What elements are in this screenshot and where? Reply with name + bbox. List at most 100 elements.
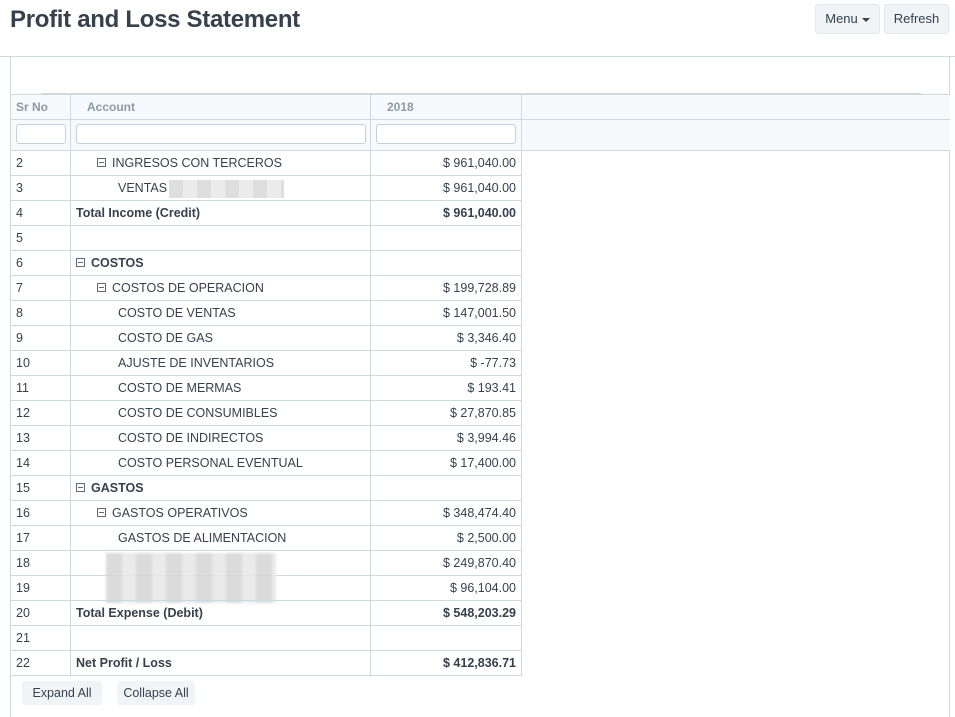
amount-cell: $ 147,001.50 (371, 301, 522, 325)
sr-no-cell: 10 (11, 351, 71, 375)
amount-cell: $ 17,400.00 (371, 451, 522, 475)
table-row[interactable]: 10 AJUSTE DE INVENTARIOS $ -77.73 (11, 351, 522, 376)
account-label: Total Expense (Debit) (76, 606, 203, 620)
sr-no-cell: 7 (11, 276, 71, 300)
amount-cell: $ 96,104.00 (371, 576, 522, 600)
account-label: GASTOS (91, 481, 144, 495)
filter-input-sr-no[interactable] (16, 124, 66, 144)
account-label: Net Profit / Loss (76, 656, 172, 670)
account-label: COSTO DE MERMAS (118, 381, 242, 395)
collapse-toggle-icon[interactable] (76, 258, 85, 268)
account-cell: INGRESOS CON TERCEROS (71, 151, 371, 175)
amount-cell: $ 199,728.89 (371, 276, 522, 300)
account-cell: Total Expense (Debit) (71, 601, 371, 625)
sr-no-cell: 14 (11, 451, 71, 475)
sr-no-cell: 11 (11, 376, 71, 400)
account-cell: COSTO DE CONSUMIBLES (71, 401, 371, 425)
table-row[interactable]: 22 Net Profit / Loss $ 412,836.71 (11, 651, 522, 676)
account-cell: COSTO DE MERMAS (71, 376, 371, 400)
filter-input-account[interactable] (76, 124, 366, 144)
sr-no-cell: 5 (11, 226, 71, 250)
table-row[interactable]: 4 Total Income (Credit) $ 961,040.00 (11, 201, 522, 226)
grid-body: 2 INGRESOS CON TERCEROS $ 961,040.00 3 VENTA… (11, 151, 522, 676)
account-cell (71, 576, 371, 600)
amount-cell: $ 193.41 (371, 376, 522, 400)
table-row[interactable]: 8 COSTO DE VENTAS $ 147,001.50 (11, 301, 522, 326)
table-row[interactable]: 2 INGRESOS CON TERCEROS $ 961,040.00 (11, 151, 522, 176)
table-row[interactable]: 3 VENTAS $ 961,040.00 (11, 176, 522, 201)
amount-cell: $ -77.73 (371, 351, 522, 375)
amount-cell: $ 961,040.00 (371, 176, 522, 200)
account-cell: AJUSTE DE INVENTARIOS (71, 351, 371, 375)
account-cell (71, 626, 371, 650)
amount-cell: $ 27,870.85 (371, 401, 522, 425)
account-label: AJUSTE DE INVENTARIOS (118, 356, 275, 370)
table-row[interactable]: 11 COSTO DE MERMAS $ 193.41 (11, 376, 522, 401)
table-row[interactable]: 17 GASTOS DE ALIMENTACION $ 2,500.00 (11, 526, 522, 551)
table-row[interactable]: 7 COSTOS DE OPERACION $ 199,728.89 (11, 276, 522, 301)
table-row[interactable]: 6 COSTOS (11, 251, 522, 276)
account-label: GASTOS DE ALIMENTACION (118, 531, 287, 545)
table-row[interactable]: 16 GASTOS OPERATIVOS $ 348,474.40 (11, 501, 522, 526)
filter-cell-account (71, 120, 371, 150)
sr-no-cell: 17 (11, 526, 71, 550)
account-cell (71, 551, 371, 575)
sr-no-cell: 21 (11, 626, 71, 650)
table-row[interactable]: 20 Total Expense (Debit) $ 548,203.29 (11, 601, 522, 626)
table-row[interactable]: 21 (11, 626, 522, 651)
account-label: GASTOS OPERATIVOS (112, 506, 248, 520)
expand-all-button[interactable]: Expand All (22, 681, 102, 705)
redacted-text (106, 553, 276, 603)
menu-button-label: Menu (825, 11, 858, 26)
account-label: COSTO DE VENTAS (118, 306, 236, 320)
account-cell: GASTOS DE ALIMENTACION (71, 526, 371, 550)
account-cell (71, 226, 371, 250)
account-label: COSTO DE INDIRECTOS (118, 431, 264, 445)
page-header: Profit and Loss Statement Menu Refresh (0, 0, 955, 57)
table-row[interactable]: 18 $ 249,870.40 (11, 551, 522, 603)
grid-header: Sr No Account 2018 (11, 94, 950, 120)
collapse-toggle-icon[interactable] (97, 508, 106, 518)
table-row[interactable]: 19 $ 96,104.00 (11, 576, 522, 601)
account-cell: COSTO DE VENTAS (71, 301, 371, 325)
amount-cell: $ 249,870.40 (371, 551, 522, 575)
account-label: VENTAS (118, 181, 168, 195)
sr-no-cell: 3 (11, 176, 71, 200)
table-row[interactable]: 9 COSTO DE GAS $ 3,346.40 (11, 326, 522, 351)
amount-cell: $ 548,203.29 (371, 601, 522, 625)
sr-no-cell: 16 (11, 501, 71, 525)
collapse-toggle-icon[interactable] (76, 483, 85, 493)
collapse-all-button[interactable]: Collapse All (117, 681, 195, 705)
column-header-account[interactable]: Account (71, 95, 371, 119)
table-row[interactable]: 12 COSTO DE CONSUMIBLES $ 27,870.85 (11, 401, 522, 426)
divider (41, 93, 921, 94)
column-header-sr-no[interactable]: Sr No (11, 95, 71, 119)
sr-no-cell: 19 (11, 576, 71, 600)
filter-input-2018[interactable] (376, 124, 516, 144)
column-header-2018[interactable]: 2018 (371, 95, 522, 119)
account-cell: GASTOS (71, 476, 371, 500)
amount-cell: $ 3,346.40 (371, 326, 522, 350)
sr-no-cell: 8 (11, 301, 71, 325)
sr-no-cell: 12 (11, 401, 71, 425)
sr-no-cell: 20 (11, 601, 71, 625)
account-cell: GASTOS OPERATIVOS (71, 501, 371, 525)
amount-cell: $ 2,500.00 (371, 526, 522, 550)
amount-cell: $ 961,040.00 (371, 201, 522, 225)
sr-no-cell: 15 (11, 476, 71, 500)
table-row[interactable]: 5 (11, 226, 522, 251)
account-cell: Total Income (Credit) (71, 201, 371, 225)
sr-no-cell: 22 (11, 651, 71, 675)
menu-button[interactable]: Menu (815, 4, 880, 34)
collapse-toggle-icon[interactable] (97, 158, 106, 168)
amount-cell: $ 412,836.71 (371, 651, 522, 675)
account-label: COSTO PERSONAL EVENTUAL (118, 456, 303, 470)
table-row[interactable]: 14 COSTO PERSONAL EVENTUAL $ 17,400.00 (11, 451, 522, 476)
table-row[interactable]: 15 GASTOS (11, 476, 522, 501)
sr-no-cell: 13 (11, 426, 71, 450)
collapse-toggle-icon[interactable] (97, 283, 106, 293)
filter-cell-sr-no (11, 120, 71, 150)
table-row[interactable]: 13 COSTO DE INDIRECTOS $ 3,994.46 (11, 426, 522, 451)
refresh-button[interactable]: Refresh (884, 4, 949, 34)
account-cell: VENTAS (71, 176, 371, 200)
